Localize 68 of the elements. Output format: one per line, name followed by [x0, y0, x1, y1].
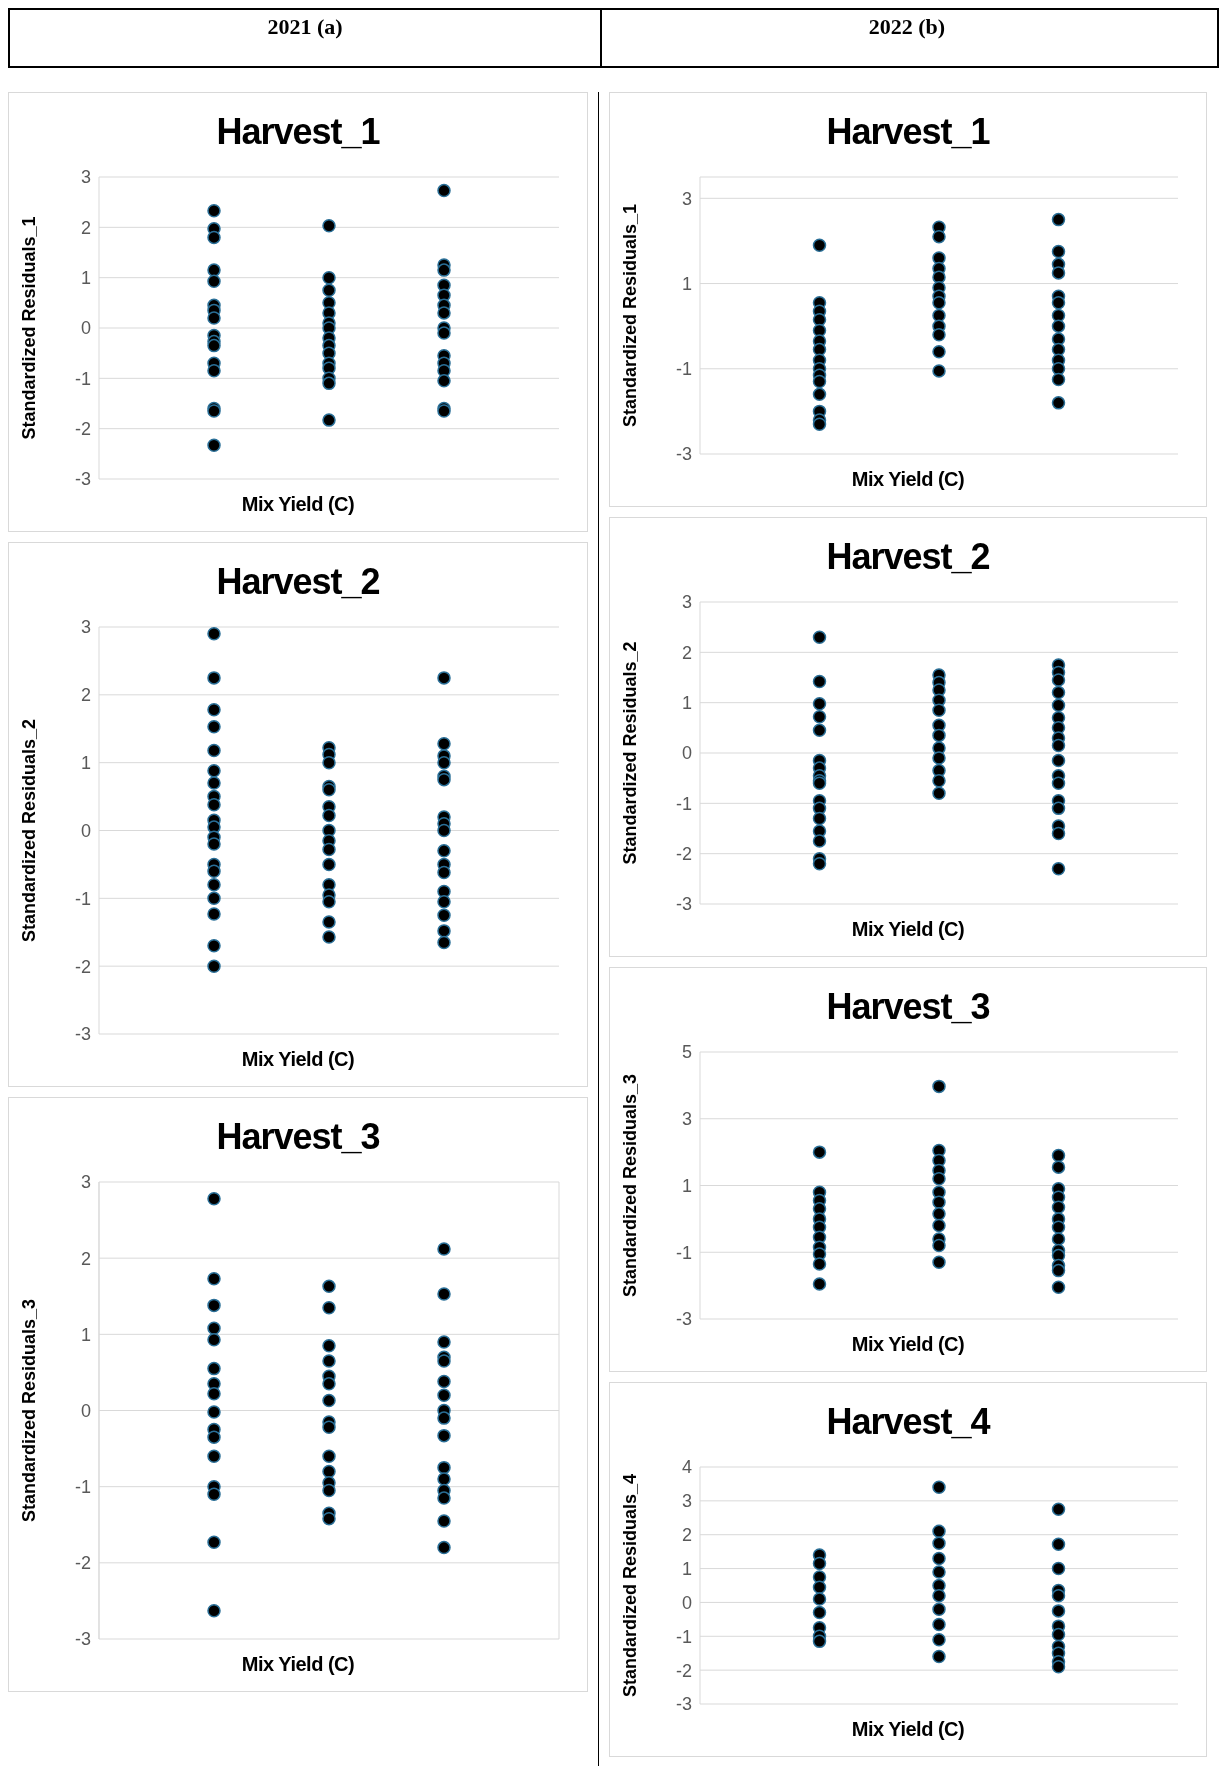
y-tick-label: -3 — [74, 1629, 91, 1650]
y-tick-label: -3 — [675, 1694, 692, 1715]
chart-title: Harvest_3 — [215, 1115, 381, 1159]
y-tick-label: 1 — [80, 1324, 91, 1345]
x-axis-title: Mix Yield (C) — [241, 493, 355, 515]
y-axis-title: Standardized Residuals_1 — [19, 216, 40, 440]
text: 2021 (a) — [267, 14, 343, 39]
x-axis-title: Mix Yield (C) — [851, 918, 965, 940]
chart-title: Harvest_1 — [825, 110, 991, 154]
y-tick-label: 3 — [681, 188, 692, 209]
x-axis-title: Mix Yield (C) — [851, 1718, 965, 1740]
y-tick-label: 0 — [681, 743, 692, 764]
chart-title: Harvest_2 — [825, 535, 991, 579]
y-tick-label: -1 — [74, 888, 91, 909]
y-tick-label: 3 — [681, 1491, 692, 1512]
chart-title: Harvest_4 — [825, 1400, 992, 1444]
y-tick-label: 1 — [80, 268, 91, 289]
y-tick-label: 0 — [681, 1592, 692, 1613]
y-tick-label: -2 — [74, 1553, 91, 1574]
y-tick-label: 3 — [681, 1109, 692, 1130]
y-axis-title: Standardized Residuals_3 — [19, 1298, 40, 1523]
y-tick-label: 3 — [80, 1172, 91, 1193]
y-tick-label: 4 — [681, 1457, 692, 1478]
y-axis-title: Standardized Residuals_2 — [620, 641, 641, 865]
y-tick-label: -1 — [675, 1626, 692, 1647]
y-tick-label: 1 — [681, 693, 692, 714]
y-tick-label: -1 — [675, 1242, 692, 1263]
y-tick-label: 2 — [80, 685, 91, 706]
x-axis-title: Mix Yield (C) — [851, 468, 965, 490]
y-tick-label: 2 — [80, 217, 91, 238]
y-tick-label: -2 — [74, 419, 91, 440]
y-tick-label: 3 — [80, 617, 91, 638]
y-tick-label: -1 — [74, 1477, 91, 1498]
y-tick-label: -3 — [675, 444, 692, 465]
y-tick-label: -3 — [74, 469, 91, 490]
y-tick-label: -2 — [74, 956, 91, 977]
y-tick-label: -3 — [675, 894, 692, 915]
y-tick-label: -2 — [675, 844, 692, 865]
y-axis-title: Standardized Residuals_2 — [19, 718, 40, 943]
y-tick-label: -1 — [675, 793, 692, 814]
y-tick-label: 1 — [681, 1175, 692, 1196]
y-tick-label: 0 — [80, 318, 91, 339]
y-tick-label: 0 — [80, 1400, 91, 1421]
y-tick-label: 2 — [681, 642, 692, 663]
chart-title: Harvest_1 — [215, 110, 381, 154]
x-axis-title: Mix Yield (C) — [851, 1333, 965, 1355]
y-tick-label: -1 — [675, 359, 692, 380]
y-tick-label: -1 — [74, 368, 91, 389]
y-tick-label: 2 — [80, 1248, 91, 1269]
y-axis-title: Standardized Residuals_1 — [620, 203, 641, 428]
y-tick-label: 0 — [80, 820, 91, 841]
y-tick-label: 1 — [681, 1558, 692, 1579]
y-tick-label: -3 — [675, 1309, 692, 1330]
y-tick-label: 1 — [80, 753, 91, 774]
x-axis-title: Mix Yield (C) — [241, 1048, 355, 1070]
y-tick-label: 1 — [681, 273, 692, 294]
y-tick-label: 3 — [80, 167, 91, 188]
y-axis-title: Standardized Residuals_3 — [620, 1073, 641, 1298]
y-tick-label: -2 — [675, 1660, 692, 1681]
y-tick-label: -3 — [74, 1024, 91, 1045]
text: 2022 (b) — [868, 14, 946, 39]
chart-title: Harvest_2 — [215, 560, 381, 604]
y-tick-label: 2 — [681, 1525, 692, 1546]
x-axis-title: Mix Yield (C) — [241, 1653, 355, 1675]
y-tick-label: 3 — [681, 592, 692, 613]
y-tick-label: 5 — [681, 1042, 692, 1063]
y-axis-title: Standardized Residuals_4 — [620, 1473, 641, 1698]
chart-title: Harvest_3 — [825, 985, 991, 1029]
